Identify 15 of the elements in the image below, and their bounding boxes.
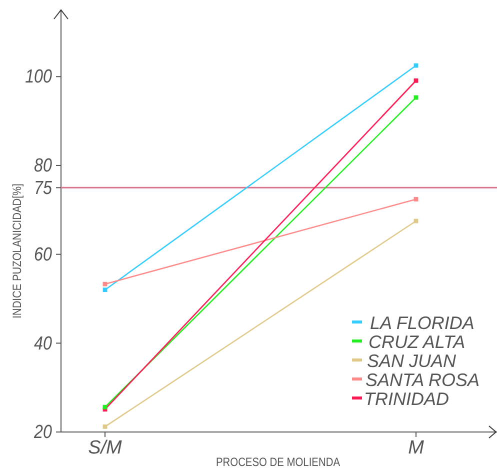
legend-label: SANTA ROSA (366, 370, 480, 390)
y-tick-label: 60 (34, 243, 52, 265)
y-axis-title: INDICE PUZOLANICIDAD[%] (11, 184, 24, 318)
y-tick-label: 100 (25, 65, 52, 88)
y-tick-label: 20 (33, 420, 52, 442)
legend-label: SAN JUAN (367, 351, 458, 371)
legend-label: LA FLORIDA (370, 313, 474, 333)
x-tick-label: S/M (88, 437, 122, 458)
y-tick-label: 40 (34, 332, 52, 354)
legend-label: CRUZ ALTA (368, 332, 466, 352)
x-tick-label: M (408, 437, 424, 458)
legend-label: TRINIDAD (364, 389, 449, 409)
y-tick-label: 80 (34, 154, 52, 176)
y-tick-label: 75 (34, 176, 52, 198)
x-axis-title: PROCESO DE MOLIENDA (216, 456, 341, 469)
